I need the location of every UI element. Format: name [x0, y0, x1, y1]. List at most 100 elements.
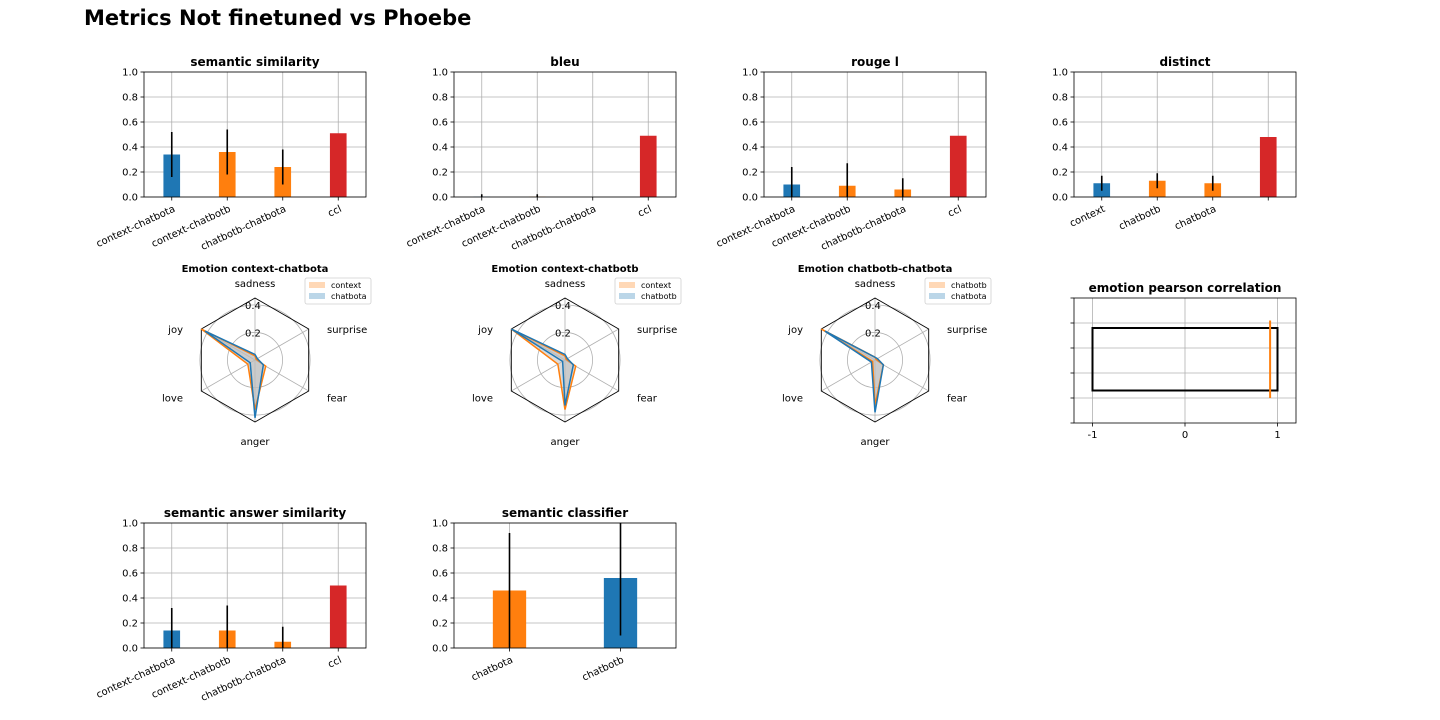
y-tick-label: 0.8	[742, 93, 758, 104]
figure-title: Metrics Not finetuned vs Phoebe	[84, 6, 471, 30]
y-tick-label: 1.0	[1052, 68, 1068, 79]
radar-axis-label: fear	[947, 393, 968, 404]
radar-axis-label: joy	[477, 325, 493, 336]
legend-label: context	[641, 281, 671, 290]
y-tick-label: 0.6	[122, 569, 138, 580]
radar-spoke	[821, 359, 876, 392]
chart-title: Emotion chatbotb-chatbota	[798, 264, 953, 275]
axes-frame	[763, 71, 987, 198]
y-tick-label: 0.4	[742, 143, 758, 154]
y-tick-label: 1.0	[122, 519, 138, 530]
axes-frame	[1073, 71, 1297, 198]
x-tick-label: 1	[1274, 430, 1280, 441]
x-tick-label: chatbotb	[581, 655, 626, 684]
bar	[639, 135, 657, 197]
radar-axis-label: fear	[327, 393, 348, 404]
chart-title: Emotion context-chatbotb	[491, 264, 638, 275]
bar	[1259, 137, 1277, 197]
legend-swatch	[619, 293, 635, 299]
legend-label: chatbota	[331, 292, 367, 301]
legend: context chatbota	[304, 277, 372, 305]
legend-label: chatbotb	[951, 281, 987, 290]
y-tick-label: 0.8	[1052, 93, 1068, 104]
x-tick-label: chatbotb	[1117, 204, 1162, 233]
radar-axis-label: anger	[550, 437, 580, 448]
x-tick-label: chatbota	[470, 655, 515, 684]
y-tick-label: 0.0	[432, 193, 448, 204]
radar-spoke	[564, 328, 619, 361]
y-tick-label: 0.6	[742, 118, 758, 129]
legend-label: chatbotb	[641, 292, 677, 301]
radar-axis-label: surprise	[637, 325, 677, 336]
y-tick-label: 1.0	[122, 68, 138, 79]
legend-swatch	[309, 282, 325, 288]
legend-box	[614, 277, 682, 305]
y-tick-label: 0.4	[122, 143, 138, 154]
x-tick-label: chatbota	[1173, 204, 1218, 233]
y-tick-label: 1.0	[432, 68, 448, 79]
radar-line-chatbota	[824, 330, 885, 413]
y-tick-label: 0.0	[1052, 193, 1068, 204]
legend-swatch	[929, 282, 945, 288]
chart-title: bleu	[550, 55, 579, 69]
y-tick-label: 0.2	[1052, 168, 1068, 179]
y-tick-label: 0.4	[432, 594, 448, 605]
bar	[949, 135, 967, 197]
radar-axis-label: anger	[240, 437, 270, 448]
radar-chart-emotion-context-chatbota: 0.2 0.4 sadness surprise fear anger love joy Emo…	[162, 264, 372, 448]
y-tick-label: 1.0	[432, 519, 448, 530]
radar-axis-label: sadness	[545, 279, 586, 290]
y-tick-label: 0.6	[432, 569, 448, 580]
legend: context chatbotb	[614, 277, 682, 305]
radar-r-tick-label: 0.2	[245, 328, 261, 339]
radar-spoke	[201, 359, 256, 392]
y-tick-label: 0.4	[432, 143, 448, 154]
chart-title: semantic classifier	[502, 506, 628, 520]
bar-chart-distinct: 0.0 0.2 0.4 0.6 0.8 1.0 context chatbotb chatbot…	[1052, 55, 1297, 233]
radar-axis-label: joy	[787, 325, 803, 336]
bar-chart-bleu: 0.00.20.40.60.81.0context-chatbotacontex…	[405, 55, 677, 253]
radar-spoke	[874, 328, 929, 361]
bar-chart-semantic-similarity: 0.00.20.40.60.81.0context-chatbotacontex…	[95, 55, 367, 253]
axes-frame	[143, 522, 367, 649]
legend-label: context	[331, 281, 361, 290]
radar-line-chatbota	[204, 330, 265, 418]
y-tick-label: 0.6	[432, 118, 448, 129]
boxplot-emotion-pearson-correlation: -1 0 1 emotion pearson correlation	[1070, 281, 1297, 441]
radar-chart-emotion-chatbotb-chatbota: 0.2 0.4 sadness surprise fear anger love joy Emo…	[782, 264, 992, 448]
y-tick-label: 0.8	[122, 544, 138, 555]
chart-title: semantic similarity	[190, 55, 319, 69]
radar-line-chatbotb	[510, 328, 575, 406]
y-tick-label: 0.8	[432, 544, 448, 555]
chart-title: distinct	[1159, 55, 1210, 69]
bar	[1148, 180, 1166, 197]
radar-chart-emotion-context-chatbotb: 0.2 0.4 sadness surprise fear anger love joy Emo…	[472, 264, 682, 448]
y-tick-label: 0.4	[122, 594, 138, 605]
legend-box	[924, 277, 992, 305]
legend-swatch	[619, 282, 635, 288]
y-tick-label: 0.2	[432, 619, 448, 630]
chart-title: Emotion context-chatbota	[182, 264, 329, 275]
radar-axis-label: anger	[860, 437, 890, 448]
y-tick-label: 0.2	[742, 168, 758, 179]
radar-axis-label: fear	[637, 393, 658, 404]
x-tick-label: 0	[1182, 430, 1188, 441]
radar-axis-label: love	[472, 393, 493, 404]
radar-axis-label: sadness	[235, 279, 276, 290]
bar	[329, 585, 347, 648]
y-tick-label: 0.8	[432, 93, 448, 104]
y-tick-label: 0.0	[122, 193, 138, 204]
radar-area-chatbota	[824, 331, 884, 413]
y-tick-label: 0.2	[432, 168, 448, 179]
y-tick-label: 0.2	[122, 168, 138, 179]
y-tick-label: 0.8	[122, 93, 138, 104]
legend-box	[304, 277, 372, 305]
bar	[329, 133, 347, 197]
chart-title: semantic answer similarity	[164, 506, 347, 520]
radar-axis-label: joy	[167, 325, 183, 336]
axes-frame	[453, 522, 677, 649]
y-tick-label: 0.6	[122, 118, 138, 129]
y-tick-label: 1.0	[742, 68, 758, 79]
x-tick-label: ccl	[326, 655, 343, 671]
y-tick-label: 0.0	[742, 193, 758, 204]
